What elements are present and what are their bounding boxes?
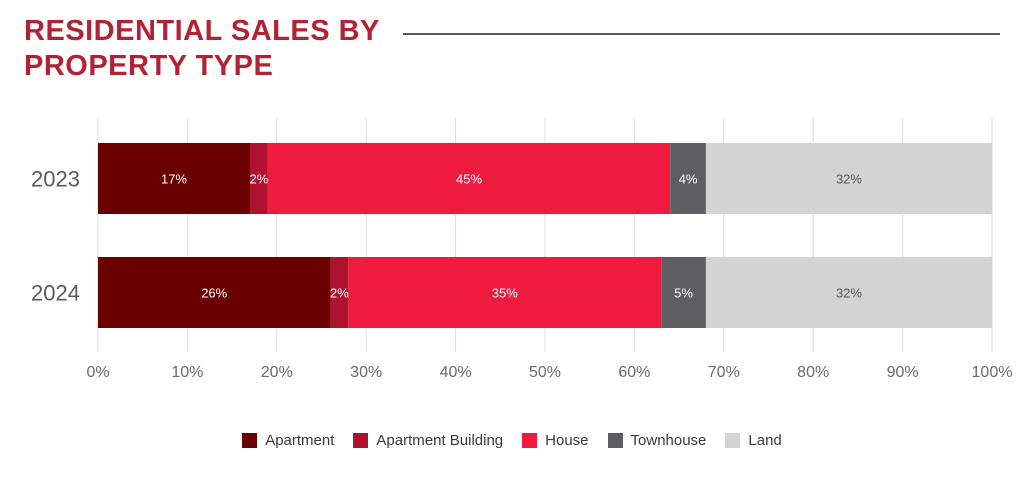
x-tick-label: 100%	[972, 364, 1013, 381]
legend-item: Land	[725, 432, 782, 449]
legend: Apartment Apartment Building House Townhous…	[0, 432, 1024, 449]
bar-segment	[705, 143, 992, 214]
data-label: 5%	[674, 286, 693, 301]
x-tick-label: 40%	[440, 364, 472, 381]
x-tick-label: 0%	[86, 364, 109, 381]
chart-title-line2: PROPERTY TYPE	[24, 50, 274, 82]
legend-swatch	[242, 433, 258, 448]
chart-title: RESIDENTIAL SALES BY PROPERTY TYPE	[24, 14, 404, 84]
x-tick-label: 50%	[529, 364, 561, 381]
data-label: 32%	[836, 172, 862, 187]
x-axis-ticks: 0% 10% 20% 30% 40% 50% 60% 70% 80% 90% 100%	[86, 364, 1012, 381]
x-tick-label: 30%	[350, 364, 382, 381]
bar-segment	[348, 257, 662, 328]
bar-segment	[661, 257, 706, 328]
title-divider	[403, 33, 1000, 35]
legend-item: Townhouse	[607, 432, 707, 449]
legend-swatch	[725, 433, 741, 448]
legend-item: House	[522, 432, 589, 449]
data-label: 32%	[836, 286, 862, 301]
legend-item: Apartment	[242, 432, 334, 449]
category-label: 2023	[31, 167, 80, 192]
legend-swatch	[522, 433, 538, 448]
legend-label: Land	[748, 432, 782, 449]
x-tick-label: 80%	[797, 364, 829, 381]
bar-segment	[705, 257, 992, 328]
bar-segment	[670, 143, 706, 214]
y-axis-categories: 2023 2024	[31, 167, 80, 306]
legend-label: Townhouse	[630, 432, 707, 449]
legend-item: Apartment Building	[353, 432, 503, 449]
x-tick-label: 90%	[887, 364, 919, 381]
chart-title-line1: RESIDENTIAL SALES BY	[24, 15, 380, 47]
data-label: 2%	[330, 286, 349, 301]
bar-segment	[98, 143, 250, 214]
data-label: 17%	[161, 172, 187, 187]
legend-swatch	[607, 433, 623, 448]
legend-swatch	[353, 433, 369, 448]
bars: 17% 2% 45% 4% 32% 26% 2% 35% 5% 32%	[98, 143, 992, 328]
category-label: 2024	[31, 281, 80, 306]
bar-segment	[330, 257, 349, 328]
legend-label: Apartment	[265, 432, 335, 449]
legend-label: House	[545, 432, 589, 449]
data-label: 35%	[492, 286, 518, 301]
data-label: 26%	[201, 286, 227, 301]
x-tick-label: 10%	[171, 364, 203, 381]
data-label: 2%	[250, 172, 269, 187]
stacked-bar-chart: 17% 2% 45% 4% 32% 26% 2% 35% 5% 32% 2023 2024 0% 10…	[31, 118, 1012, 381]
data-label: 45%	[456, 172, 482, 187]
x-tick-label: 60%	[618, 364, 650, 381]
x-tick-label: 70%	[708, 364, 740, 381]
bar-segment	[249, 143, 268, 214]
x-tick-label: 20%	[261, 364, 293, 381]
data-label: 4%	[679, 172, 698, 187]
bar-segment	[98, 257, 331, 328]
legend-label: Apartment Building	[376, 432, 504, 449]
bar-segment	[267, 143, 671, 214]
